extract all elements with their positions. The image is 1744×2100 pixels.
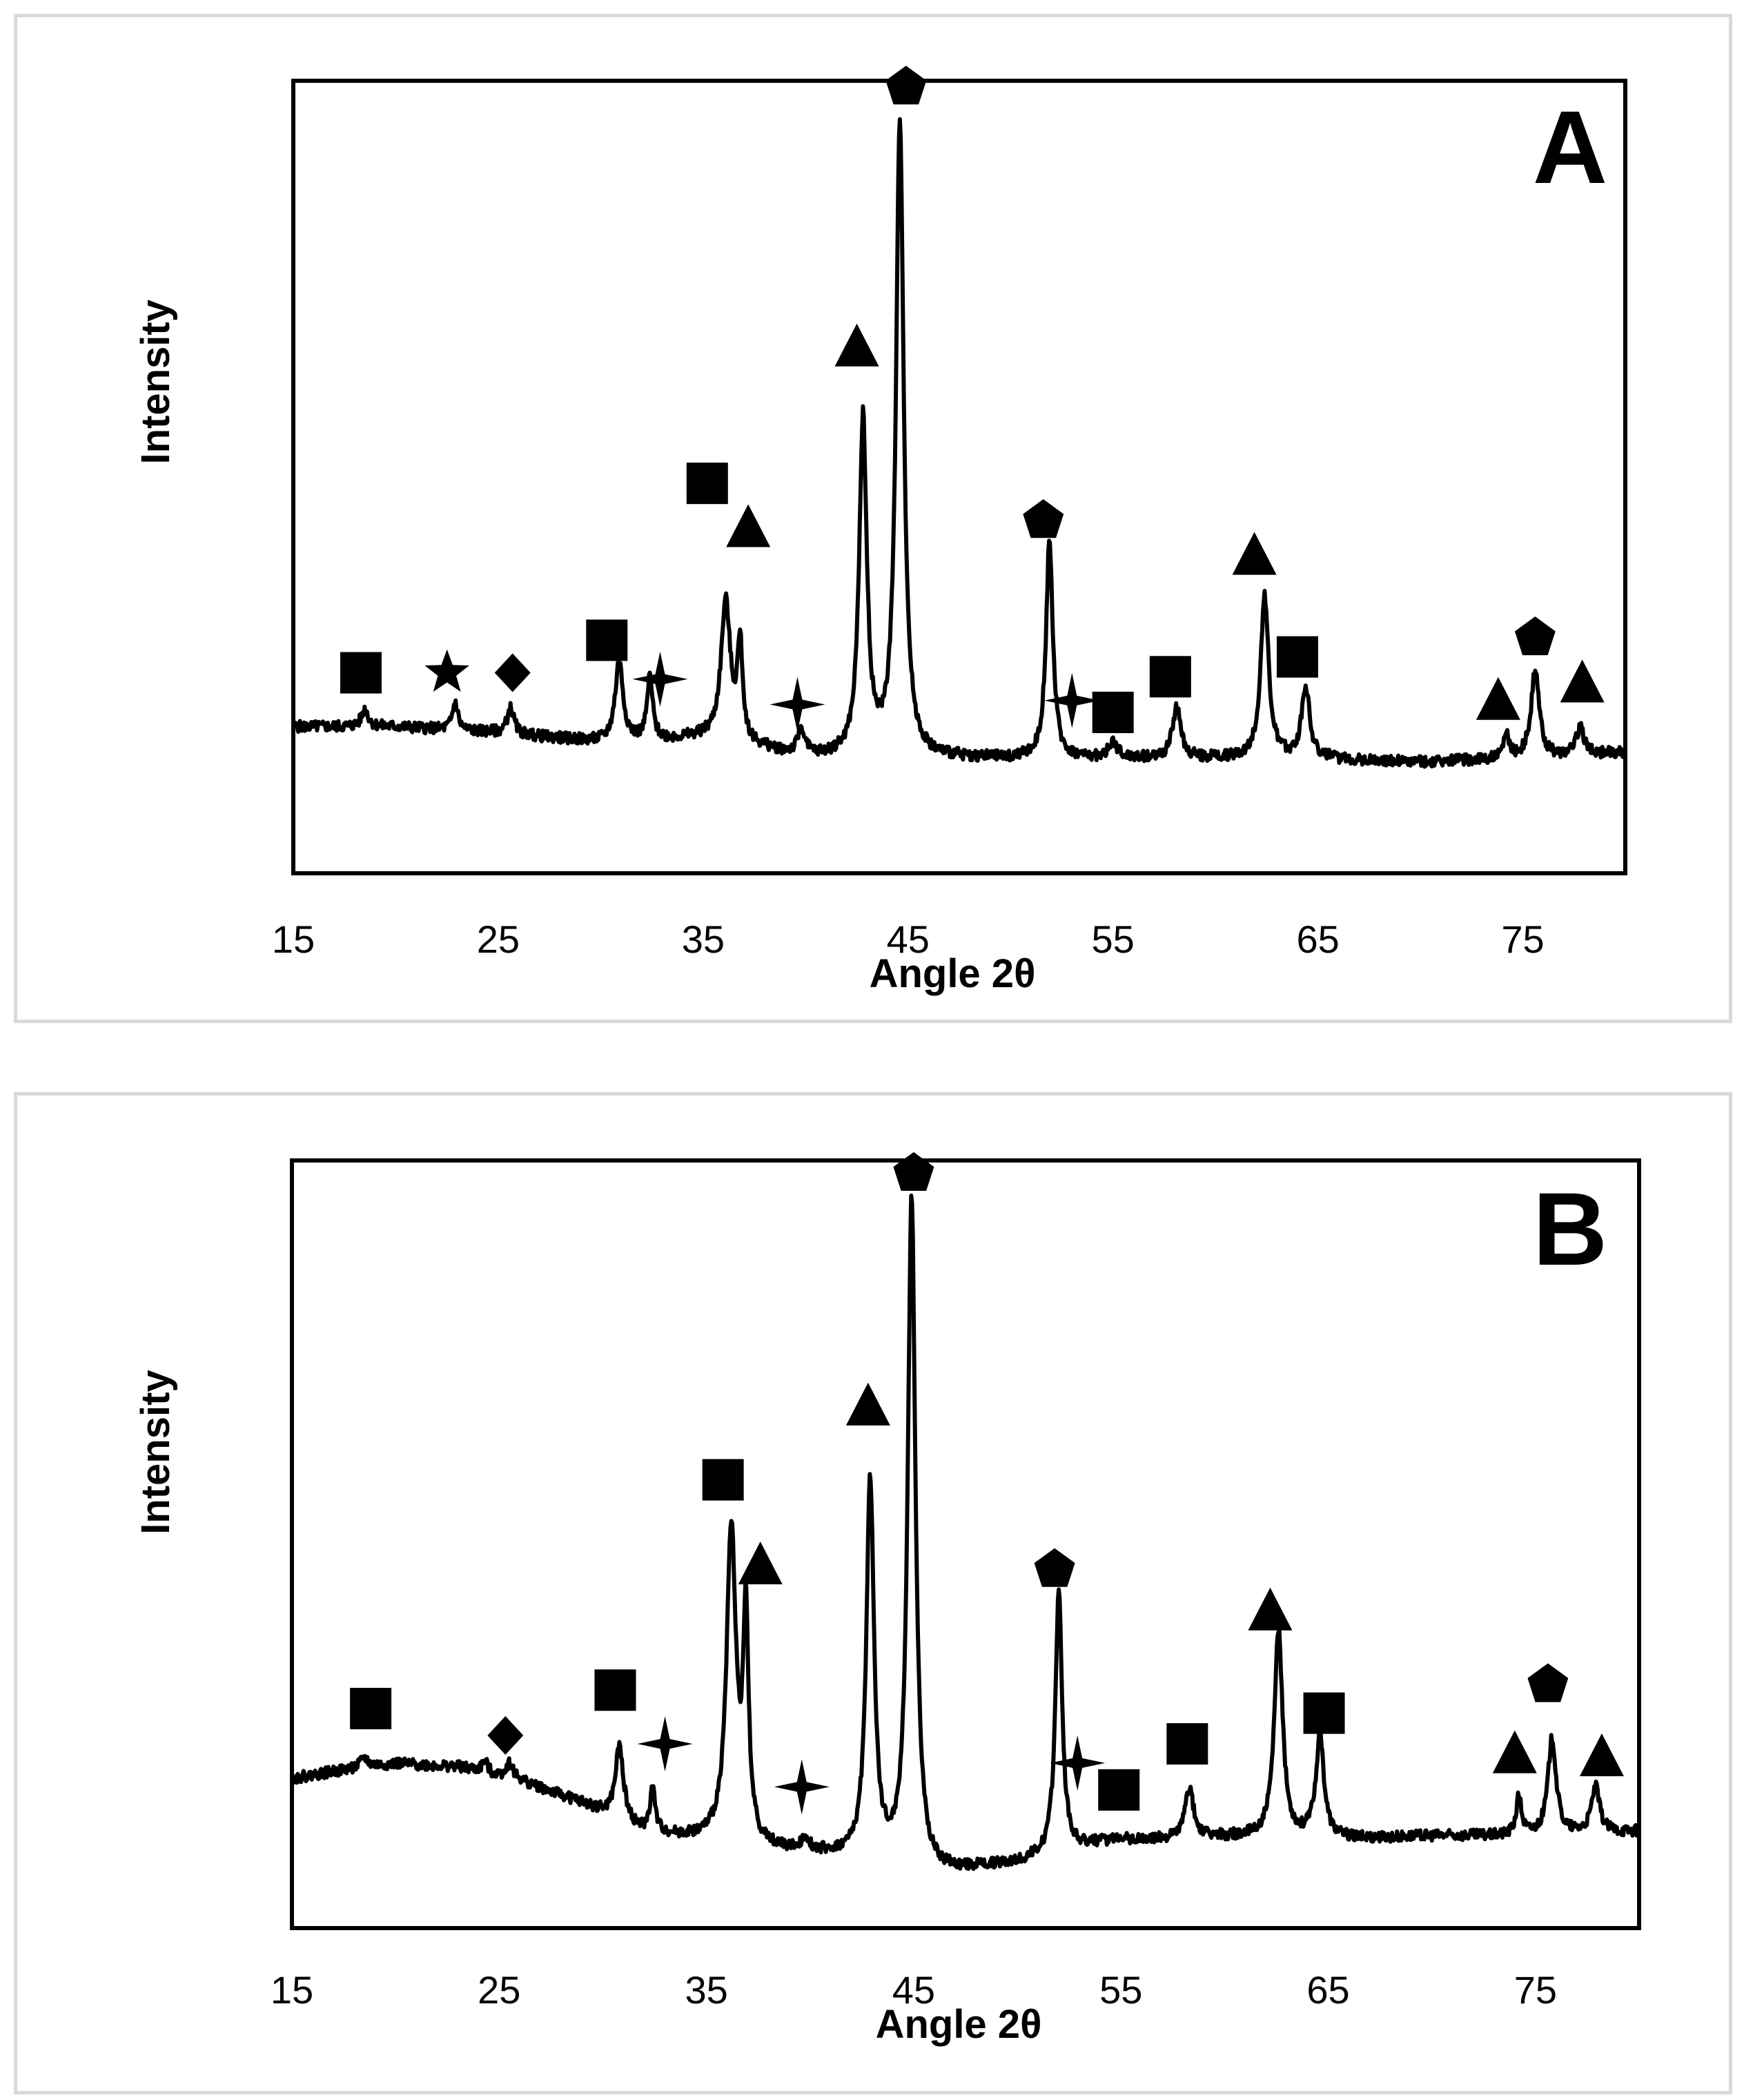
panel-b: 15 25 35 45 55 65 75 Angle 2θ Intensity B xyxy=(14,1092,1732,2094)
xrd-chart-a: 15 25 35 45 55 65 75 Angle 2θ Intensity A xyxy=(133,66,1627,996)
phase-marker-square-icon xyxy=(350,1687,392,1729)
phase-marker-square-icon xyxy=(1166,1723,1208,1765)
x-tick-label: 35 xyxy=(685,1968,727,2012)
x-tick-label: 55 xyxy=(1099,1968,1142,2012)
x-tick-label: 75 xyxy=(1514,1968,1557,2012)
phase-marker-square-icon xyxy=(586,619,628,661)
phase-marker-pentagon-icon xyxy=(893,1151,934,1191)
phase-marker-triangle-icon xyxy=(1232,532,1277,575)
phase-marker-pentagon-icon xyxy=(1034,1548,1075,1587)
phase-marker-square-icon xyxy=(1092,691,1134,733)
phase-marker-square-icon xyxy=(686,463,728,505)
phase-marker-square-icon xyxy=(702,1459,744,1501)
phase-marker-cross4-icon xyxy=(770,677,825,732)
x-tick-label: 75 xyxy=(1501,917,1544,961)
phase-marker-square-icon xyxy=(1098,1769,1140,1811)
phase-marker-triangle-icon xyxy=(1560,659,1605,703)
phase-marker-cross4-icon xyxy=(637,1716,693,1772)
x-tick-label: 55 xyxy=(1092,917,1135,961)
x-tick-label: 25 xyxy=(478,1968,520,2012)
phase-marker-square-icon xyxy=(1303,1692,1345,1734)
phase-marker-diamond-icon xyxy=(487,1715,524,1755)
phase-marker-pentagon-icon xyxy=(1023,499,1064,538)
diffraction-pattern-line xyxy=(291,117,1627,769)
phase-marker-cross4-icon xyxy=(774,1759,830,1815)
plot-frame xyxy=(291,79,1627,875)
phase-marker-cross4-icon xyxy=(1050,1735,1106,1791)
diffraction-pattern-line xyxy=(291,1194,1640,1871)
phase-marker-triangle-icon xyxy=(1476,677,1520,720)
x-axis-label: Angle 2θ xyxy=(870,951,1036,996)
plot-frame xyxy=(290,1158,1641,1930)
phase-marker-square-icon xyxy=(1149,656,1191,698)
phase-marker-pentagon-icon xyxy=(1514,616,1556,656)
phase-marker-triangle-icon xyxy=(738,1542,783,1585)
phase-marker-triangle-icon xyxy=(834,323,879,367)
x-tick-label: 35 xyxy=(682,917,725,961)
x-tick-label: 15 xyxy=(272,917,315,961)
phase-marker-star-icon xyxy=(424,649,469,692)
phase-marker-diamond-icon xyxy=(494,653,531,692)
xrd-chart-b: 15 25 35 45 55 65 75 Angle 2θ Intensity B xyxy=(133,1151,1641,2047)
panel-a: 15 25 35 45 55 65 75 Angle 2θ Intensity A xyxy=(14,14,1732,1023)
y-axis-label: Intensity xyxy=(133,1370,178,1535)
x-tick-label: 45 xyxy=(887,917,930,961)
phase-marker-square-icon xyxy=(1276,636,1318,678)
x-tick-label: 65 xyxy=(1296,917,1339,961)
phase-marker-cross4-icon xyxy=(632,651,688,707)
x-tick-label: 65 xyxy=(1306,1968,1349,2012)
x-tick-label: 45 xyxy=(892,1968,935,2012)
panel-label: B xyxy=(1533,1171,1607,1287)
phase-marker-square-icon xyxy=(340,652,382,694)
phase-marker-pentagon-icon xyxy=(885,66,927,105)
phase-marker-triangle-icon xyxy=(845,1382,890,1426)
phase-marker-cross4-icon xyxy=(1044,672,1100,728)
x-tick-label: 25 xyxy=(477,917,520,961)
phase-marker-triangle-icon xyxy=(726,504,771,547)
phase-marker-pentagon-icon xyxy=(1527,1663,1569,1702)
y-axis-label: Intensity xyxy=(133,300,178,465)
phase-marker-triangle-icon xyxy=(1579,1733,1624,1777)
phase-marker-triangle-icon xyxy=(1492,1730,1537,1773)
panel-label: A xyxy=(1533,89,1607,205)
x-axis-label: Angle 2θ xyxy=(876,2002,1042,2047)
phase-marker-square-icon xyxy=(594,1669,636,1711)
x-tick-label: 15 xyxy=(271,1968,313,2012)
phase-marker-triangle-icon xyxy=(1248,1587,1293,1631)
